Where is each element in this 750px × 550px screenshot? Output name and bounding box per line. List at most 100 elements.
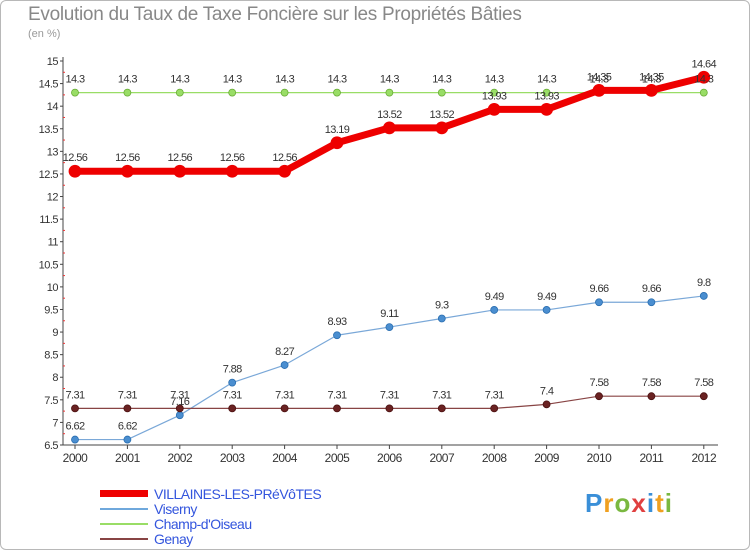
data-point	[542, 306, 551, 314]
legend-item: VILLAINES-LES-PRéVôTES	[100, 486, 322, 502]
logo-letter: P	[585, 488, 604, 518]
data-label: 9.66	[642, 283, 661, 295]
y-tick-label: 14.5	[39, 79, 59, 91]
data-label: 6.62	[118, 421, 137, 433]
data-label: 7.16	[170, 396, 189, 408]
y-tick-label: 6.5	[44, 440, 58, 452]
x-tick-label: 2001	[115, 451, 141, 465]
data-point	[647, 298, 656, 307]
x-tick-label: 2003	[220, 451, 246, 465]
data-label: 13.19	[325, 124, 350, 136]
data-label: 12.56	[220, 152, 245, 164]
data-label: 7.31	[118, 389, 137, 401]
data-point	[437, 314, 446, 323]
data-label: 14.64	[692, 58, 717, 70]
data-label: 13.93	[482, 90, 507, 102]
data-label: 9.49	[537, 291, 556, 303]
y-tick-label: 11	[48, 237, 59, 249]
data-label: 7.31	[432, 389, 451, 401]
y-tick-label: 14	[47, 101, 59, 113]
data-point	[225, 164, 239, 178]
data-point	[385, 323, 394, 331]
data-label: 13.52	[377, 109, 402, 121]
data-label: 14.3	[432, 74, 451, 86]
data-point	[542, 400, 551, 409]
data-point	[228, 378, 237, 387]
data-point	[228, 88, 237, 97]
data-point	[595, 298, 603, 307]
data-point	[280, 404, 289, 413]
y-tick-label: 7.5	[44, 395, 58, 407]
logo-letter: t	[655, 488, 665, 518]
data-point	[647, 392, 656, 401]
y-tick-label: 12.5	[39, 169, 59, 181]
x-tick-label: 2004	[272, 451, 298, 465]
data-label: 7.31	[485, 389, 504, 401]
legend-label: Viserny	[154, 500, 197, 517]
data-label: 14.3	[170, 74, 189, 86]
data-point	[540, 102, 553, 116]
data-label: 7.31	[275, 389, 294, 401]
data-point	[71, 88, 79, 97]
y-tick-label: 13.5	[39, 124, 59, 136]
y-tick-label: 12	[47, 192, 59, 204]
data-point	[699, 392, 708, 401]
x-tick-label: 2002	[167, 451, 193, 465]
logo-letter: x	[631, 488, 647, 518]
y-tick-label: 8.5	[44, 350, 58, 362]
y-tick-label: 10	[47, 282, 59, 294]
data-label: 7.58	[642, 377, 661, 389]
data-point	[330, 136, 344, 150]
data-point	[699, 88, 708, 97]
data-point	[385, 88, 394, 97]
legend: VILLAINES-LES-PRéVôTES Viserny Champ-d'O…	[100, 486, 322, 547]
data-point	[123, 88, 132, 97]
data-point	[123, 404, 132, 413]
data-point	[487, 102, 501, 116]
data-label: 14.3	[485, 74, 504, 86]
data-label: 14.3	[537, 74, 556, 86]
data-point	[697, 70, 711, 84]
x-tick-label: 2008	[482, 451, 508, 465]
data-point	[333, 331, 341, 340]
data-label: 9.8	[697, 277, 711, 289]
legend-swatch	[100, 490, 148, 497]
data-point	[382, 121, 396, 135]
legend-swatch	[100, 507, 148, 510]
data-point	[333, 404, 341, 413]
data-point	[435, 121, 449, 135]
data-point	[490, 404, 499, 413]
data-point	[71, 435, 79, 444]
data-point	[595, 392, 603, 401]
legend-label: Champ-d'Oiseau	[154, 515, 252, 532]
chart-axes: 6.577.588.599.51010.51111.51212.51313.51…	[39, 56, 718, 465]
data-point	[175, 411, 184, 420]
data-label: 12.56	[63, 152, 88, 164]
data-label: 7.31	[65, 389, 84, 401]
data-point	[71, 404, 79, 413]
data-label: 14.3	[223, 74, 242, 86]
data-point	[592, 83, 606, 97]
data-point	[333, 88, 341, 97]
logo-letter: i	[646, 488, 656, 518]
series-layer	[68, 70, 711, 444]
data-label: 9.49	[485, 291, 504, 303]
data-label: 12.56	[115, 152, 140, 164]
data-point	[490, 88, 499, 97]
data-label: 14.35	[587, 71, 612, 83]
data-label: 13.93	[534, 90, 559, 102]
data-point	[228, 404, 237, 413]
data-point	[437, 88, 446, 97]
legend-item: Champ-d'Oiseau	[100, 515, 321, 532]
data-label: 7.31	[380, 389, 399, 401]
data-label: 14.3	[275, 74, 294, 86]
x-tick-label: 2000	[63, 451, 89, 465]
data-label: 14.3	[589, 74, 608, 86]
data-label: 9.3	[435, 300, 449, 312]
x-tick-label: 2010	[587, 451, 613, 465]
x-tick-label: 2012	[691, 451, 717, 465]
proxiti-logo: Proxiti	[585, 488, 673, 519]
data-label: 7.31	[223, 389, 242, 401]
data-point	[280, 361, 289, 369]
data-point	[490, 306, 499, 314]
